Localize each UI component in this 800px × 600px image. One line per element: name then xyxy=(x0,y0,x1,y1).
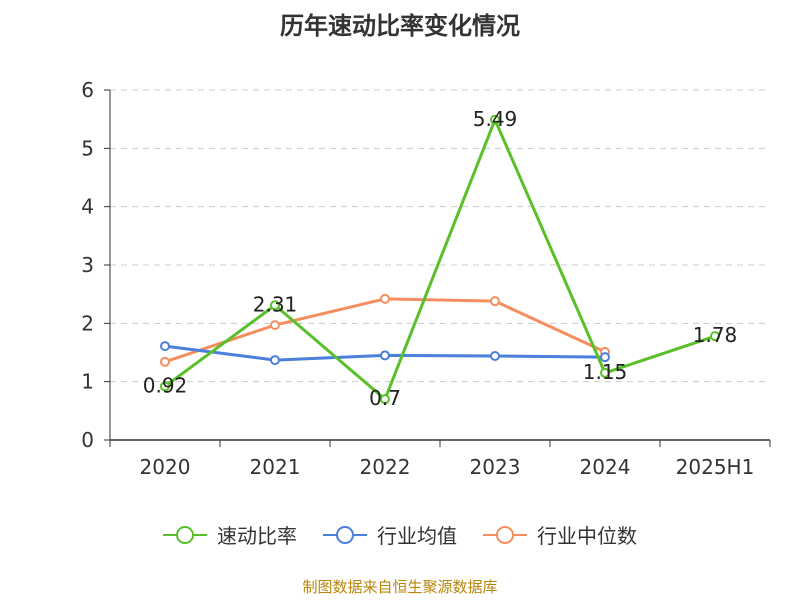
data-point xyxy=(600,352,610,363)
legend-item-series-1[interactable]: 行业均值 xyxy=(323,520,457,549)
data-label: 1.15 xyxy=(583,360,628,384)
data-point xyxy=(710,331,720,342)
x-tick-label: 2020 xyxy=(140,455,191,479)
legend-label: 速动比率 xyxy=(217,524,297,548)
data-point xyxy=(490,114,500,125)
y-tick-label: 2 xyxy=(81,311,94,335)
y-tick-label: 4 xyxy=(81,195,94,219)
legend-label: 行业中位数 xyxy=(537,524,637,548)
axes: 0 1 2 3 4 5 6 2020 2021 2022 2023 2024 2025H1 xyxy=(81,78,771,479)
data-point xyxy=(380,394,390,405)
data-label: 0.7 xyxy=(369,386,401,410)
data-point xyxy=(380,350,390,361)
data-point xyxy=(270,320,280,331)
legend-marker-icon xyxy=(323,525,367,544)
legend-item-series-2[interactable]: 行业中位数 xyxy=(483,520,637,549)
x-tick-label: 2023 xyxy=(470,455,521,479)
data-point xyxy=(600,367,610,378)
data-label: 5.49 xyxy=(473,107,518,131)
source-note: 制图数据来自恒生聚源数据库 xyxy=(302,578,498,596)
legend: 速动比率 行业均值 行业中位数 xyxy=(0,520,800,549)
y-tick-label: 0 xyxy=(81,428,94,452)
y-tick-label: 5 xyxy=(81,136,94,160)
series-lines xyxy=(160,114,720,405)
data-point xyxy=(160,381,170,392)
x-tick-label: 2024 xyxy=(580,455,631,479)
data-labels: 0.92 2.31 0.7 5.49 1.15 1.78 xyxy=(143,107,738,410)
x-tick-label: 2025H1 xyxy=(676,455,755,479)
x-tick-label: 2022 xyxy=(360,455,411,479)
data-label: 1.78 xyxy=(693,323,738,347)
data-point xyxy=(380,293,390,304)
x-tick-label: 2021 xyxy=(250,455,301,479)
legend-marker-icon xyxy=(483,525,527,544)
grid-lines xyxy=(110,89,770,383)
data-point xyxy=(490,351,500,361)
data-point xyxy=(160,356,170,367)
data-point xyxy=(270,355,280,366)
legend-item-series-0[interactable]: 速动比率 xyxy=(163,520,297,549)
y-tick-label: 6 xyxy=(81,78,94,102)
series-line xyxy=(164,118,716,401)
data-label: 2.31 xyxy=(253,292,298,316)
chart-title: 历年速动比率变化情况 xyxy=(280,12,520,40)
data-point xyxy=(160,341,170,352)
y-tick-label: 3 xyxy=(81,253,94,277)
data-point xyxy=(490,296,500,307)
y-tick-label: 1 xyxy=(81,370,94,394)
data-point xyxy=(270,300,280,311)
data-label: 0.92 xyxy=(143,373,188,397)
legend-label: 行业均值 xyxy=(377,524,457,548)
legend-marker-icon xyxy=(163,525,207,544)
